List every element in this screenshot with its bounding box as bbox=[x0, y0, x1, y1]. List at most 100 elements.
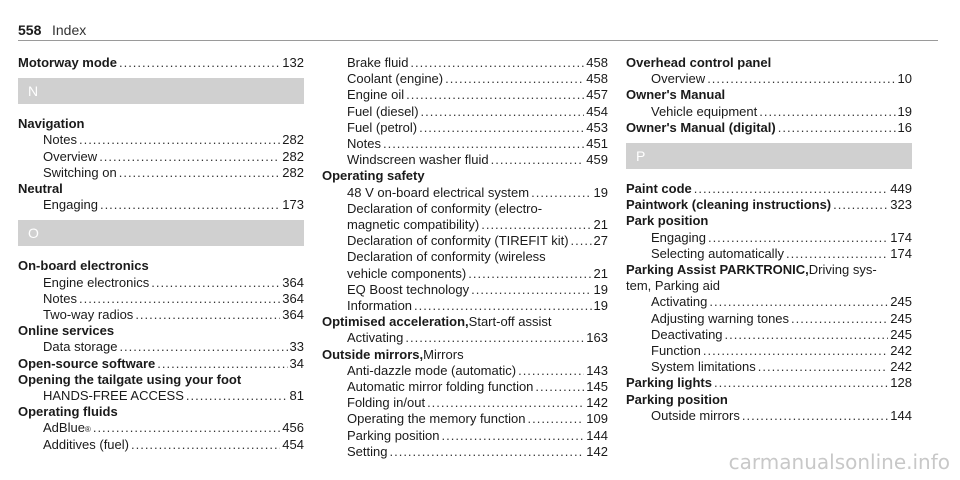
dot-leader bbox=[79, 132, 280, 148]
section-letter-band: N bbox=[18, 78, 304, 105]
index-term: Navigation bbox=[18, 116, 85, 132]
dot-leader bbox=[119, 339, 287, 355]
index-term: Parking position bbox=[626, 391, 728, 407]
page-reference: 364 bbox=[282, 290, 304, 306]
page-reference: 144 bbox=[586, 427, 608, 443]
index-term: Paintwork (cleaning instructions) bbox=[626, 197, 832, 213]
subentry-text: Adjusting warning tones bbox=[651, 310, 790, 326]
dot-leader bbox=[791, 311, 888, 327]
page-header: 558 Index bbox=[18, 22, 938, 42]
subentry-text: vehicle components) bbox=[347, 265, 467, 281]
dot-leader bbox=[468, 266, 591, 282]
page-reference: 173 bbox=[282, 197, 304, 213]
dot-leader bbox=[571, 233, 592, 249]
dot-leader bbox=[471, 282, 591, 298]
page-reference: 449 bbox=[890, 181, 912, 197]
page-reference: 454 bbox=[282, 436, 304, 452]
index-column-2: Brake fluid458Coolant (engine)458Engine … bbox=[322, 55, 608, 460]
index-term: Optimised acceleration, bbox=[322, 314, 469, 330]
dot-leader bbox=[759, 104, 895, 120]
index-subentry: System limitations 242 bbox=[626, 359, 912, 375]
index-subentry: Information 19 bbox=[322, 298, 608, 314]
page-reference: 27 bbox=[593, 233, 608, 249]
index-entry-continuation: tem, Parking aid bbox=[626, 278, 720, 294]
index-column-1: Motorway mode132NNavigationNotes282Overv… bbox=[18, 55, 304, 453]
dot-leader bbox=[93, 420, 280, 436]
dot-leader bbox=[119, 165, 281, 181]
section-letter: N bbox=[28, 83, 39, 100]
dot-leader bbox=[703, 343, 888, 359]
subentry-text: Fuel (petrol) bbox=[347, 119, 418, 135]
index-term: Open-source software bbox=[18, 355, 156, 371]
index-subentry: Notes 282 bbox=[18, 132, 304, 148]
index-subentry: Setting 142 bbox=[322, 444, 608, 460]
page-reference: 109 bbox=[586, 411, 608, 427]
index-heading: Owner's Manual bbox=[626, 87, 912, 103]
subentry-text: Setting bbox=[347, 443, 388, 459]
dot-leader bbox=[442, 428, 585, 444]
dot-leader bbox=[99, 149, 280, 165]
index-subentry: Switching on 282 bbox=[18, 165, 304, 181]
subentry-text: Information bbox=[347, 298, 413, 314]
subentry-text: Data storage bbox=[43, 339, 118, 355]
index-subentry: Windscreen washer fluid 459 bbox=[322, 152, 608, 168]
subentry-text: Two-way radios bbox=[43, 307, 134, 323]
page-reference: 282 bbox=[282, 148, 304, 164]
index-heading: Neutral bbox=[18, 181, 304, 197]
index-subentry: Notes 364 bbox=[18, 291, 304, 307]
page-reference: 174 bbox=[890, 245, 912, 261]
index-heading: Operating safety bbox=[322, 168, 608, 184]
index-subentry: Fuel (petrol) 453 bbox=[322, 120, 608, 136]
index-entry: Paint code 449 bbox=[626, 181, 912, 197]
page-reference: 145 bbox=[586, 379, 608, 395]
page-reference: 242 bbox=[890, 343, 912, 359]
subentry-text: Notes bbox=[43, 290, 77, 306]
index-subentry: Activating 245 bbox=[626, 294, 912, 310]
dot-leader bbox=[186, 388, 288, 404]
page-reference: 459 bbox=[586, 152, 608, 168]
index-heading: Online services bbox=[18, 323, 304, 339]
dot-leader bbox=[531, 185, 591, 201]
index-subentry: Fuel (diesel) 454 bbox=[322, 104, 608, 120]
subentry-text: Engine oil bbox=[347, 87, 405, 103]
index-subentry: Function 242 bbox=[626, 343, 912, 359]
subentry-text: Selecting automatically bbox=[651, 245, 784, 261]
subentry-text: 48 V on-board electrical system bbox=[347, 184, 530, 200]
subentry-text: Fuel (diesel) bbox=[347, 103, 419, 119]
dot-leader bbox=[709, 294, 888, 310]
dot-leader bbox=[481, 217, 591, 233]
dot-leader bbox=[708, 230, 888, 246]
subentry-text: Coolant (engine) bbox=[347, 71, 444, 87]
page-reference: 142 bbox=[586, 395, 608, 411]
page-reference: 454 bbox=[586, 103, 608, 119]
index-subentry: Adjusting warning tones 245 bbox=[626, 311, 912, 327]
index-subentry: Engine oil 457 bbox=[322, 87, 608, 103]
page-reference: 34 bbox=[289, 355, 304, 371]
page-reference: 21 bbox=[593, 265, 608, 281]
index-subentry: Selecting automatically 174 bbox=[626, 246, 912, 262]
index-entry: Open-source software 34 bbox=[18, 356, 304, 372]
dot-leader bbox=[786, 246, 888, 262]
dot-leader bbox=[410, 55, 584, 71]
page-reference: 33 bbox=[289, 339, 304, 355]
index-entry: Owner's Manual (digital) 16 bbox=[626, 120, 912, 136]
page-reference: 282 bbox=[282, 132, 304, 148]
subentry-text: Engine electronics bbox=[43, 274, 150, 290]
page-reference: 16 bbox=[897, 119, 912, 135]
index-subentry: magnetic compatibility) 21 bbox=[322, 217, 608, 233]
subentry-text: Activating bbox=[651, 294, 708, 310]
index-subentry: Two-way radios 364 bbox=[18, 307, 304, 323]
index-term: Motorway mode bbox=[18, 55, 117, 70]
index-subentry: AdBlue®456 bbox=[18, 420, 304, 436]
subentry-text: Anti-dazzle mode (automatic) bbox=[347, 362, 517, 378]
dot-leader bbox=[758, 359, 889, 375]
index-heading: On-board electronics bbox=[18, 258, 304, 274]
index-heading: Optimised acceleration, Start-off assist bbox=[322, 314, 608, 330]
dot-leader bbox=[419, 120, 584, 136]
index-heading: Outside mirrors, Mirrors bbox=[322, 347, 608, 363]
page-reference: 10 bbox=[897, 71, 912, 87]
dot-leader bbox=[742, 408, 888, 424]
subentry-text: Overview bbox=[43, 148, 98, 164]
dot-leader bbox=[100, 197, 280, 213]
